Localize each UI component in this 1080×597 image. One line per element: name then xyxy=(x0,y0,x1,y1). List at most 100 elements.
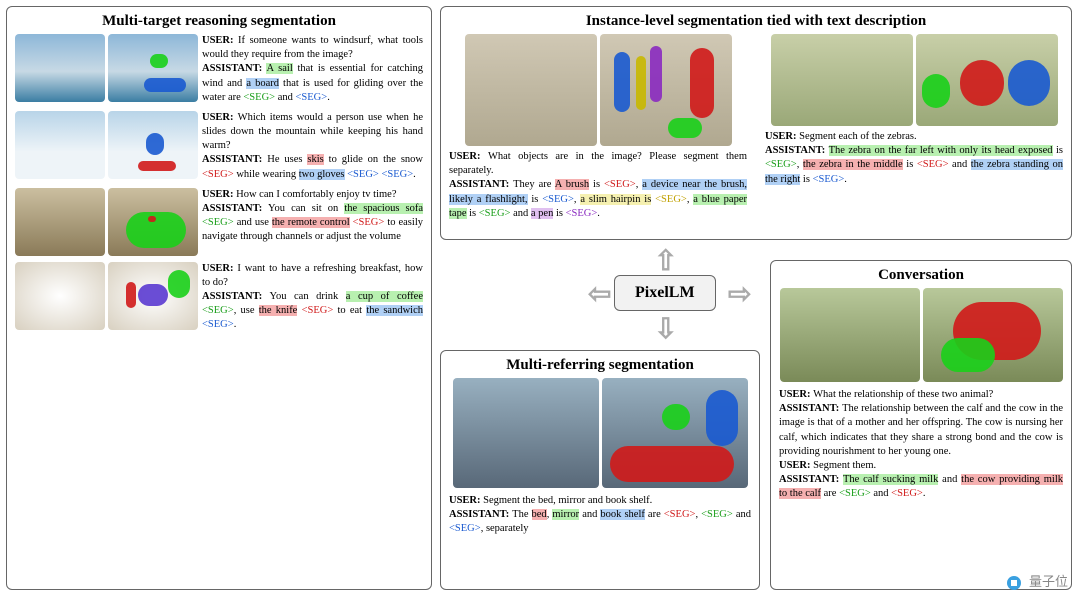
user-text: Segment the bed, mirror and book shelf. xyxy=(483,495,652,506)
highlight-span: a pen xyxy=(531,208,553,219)
dialog-text: USER: I want to have a refreshing breakf… xyxy=(202,262,423,333)
user-text: Segment them. xyxy=(813,460,876,471)
highlight-span: the remote control xyxy=(272,217,350,228)
highlight-span: a cup of coffee xyxy=(346,291,423,302)
dialog-text: USER: Segment each of the zebras. ASSISTA… xyxy=(765,130,1063,187)
text-span: You can sit on xyxy=(262,203,344,214)
image-pair xyxy=(765,34,1063,126)
seg-token: <SEG> xyxy=(296,92,328,103)
dialog-text: USER: What objects are in the image? Ple… xyxy=(449,150,747,221)
highlight-span: bed xyxy=(532,509,547,520)
image-pair xyxy=(449,34,747,146)
text-span: , xyxy=(797,159,803,170)
assistant-label: ASSISTANT: xyxy=(779,474,839,485)
highlight-span: the knife xyxy=(259,305,298,316)
user-label: USER: xyxy=(765,131,799,142)
highlight-span: skis xyxy=(307,154,323,165)
example-row: USER: How can I comfortably enjoy tv tim… xyxy=(15,188,423,256)
seg-token: <SEG> xyxy=(813,174,845,185)
image-pair xyxy=(779,288,1063,382)
seg-token: <SEG> xyxy=(347,169,379,180)
text-span: . xyxy=(327,92,330,103)
seg-token: <SEG> xyxy=(664,509,696,520)
seg-token: <SEG> xyxy=(381,169,413,180)
text-span: and xyxy=(275,92,295,103)
seg-token: <SEG> xyxy=(701,509,733,520)
seg-token: <SEG> xyxy=(202,217,234,228)
text-span: while wearing xyxy=(234,169,299,180)
text-span: are xyxy=(821,488,839,499)
example-image xyxy=(15,262,105,330)
panel-instance-level: Instance-level segmentation tied with te… xyxy=(440,6,1072,240)
dialog-text: USER: Segment the bed, mirror and book s… xyxy=(449,494,751,537)
text-span: and xyxy=(938,474,961,485)
text-span: is xyxy=(589,179,604,190)
image-pair xyxy=(449,378,751,488)
highlight-span: a slim hairpin is xyxy=(580,194,651,205)
example-group: USER: What objects are in the image? Ple… xyxy=(449,34,747,221)
example-image xyxy=(15,188,105,256)
text-span: is xyxy=(528,194,543,205)
seg-token: <SEG> xyxy=(202,319,234,330)
example-image xyxy=(15,111,105,179)
text-span: is xyxy=(467,208,479,219)
text-span: is xyxy=(903,159,917,170)
text-span: is xyxy=(1053,145,1063,156)
highlight-span: A sail xyxy=(266,63,292,74)
user-label: USER: xyxy=(202,112,238,123)
seg-token: <SEG> xyxy=(604,179,636,190)
example-image xyxy=(916,34,1058,126)
text-span: and xyxy=(949,159,971,170)
text-span: They are xyxy=(509,179,554,190)
seg-token: <SEG> xyxy=(765,159,797,170)
dialog-text: USER: If someone wants to windsurf, what… xyxy=(202,34,423,105)
user-text: What objects are in the image? Please se… xyxy=(449,151,747,176)
highlight-span: The zebra on the far left with only its … xyxy=(829,145,1053,156)
text-span: and xyxy=(733,509,751,520)
text-span: . xyxy=(597,208,600,219)
image-pair xyxy=(15,188,198,256)
user-label: USER: xyxy=(779,460,813,471)
highlight-span: the zebra in the middle xyxy=(803,159,903,170)
text-span: is xyxy=(553,208,565,219)
text-span: and xyxy=(579,509,600,520)
text-span: to glide on the snow xyxy=(324,154,423,165)
example-image xyxy=(108,262,198,330)
seg-token: <SEG> xyxy=(566,208,598,219)
panel-conversation: Conversation USER: What the relationship… xyxy=(770,260,1072,590)
text-span: . xyxy=(234,319,237,330)
text-span: . xyxy=(413,169,416,180)
text-span: The xyxy=(509,509,531,520)
panel-title: Conversation xyxy=(779,267,1063,284)
panel-title: Multi-referring segmentation xyxy=(449,357,751,374)
example-image xyxy=(15,34,105,102)
image-pair xyxy=(15,262,198,330)
text-span: . xyxy=(844,174,847,185)
example-row: USER: Which items would a person use whe… xyxy=(15,111,423,182)
user-label: USER: xyxy=(449,495,483,506)
text-span: . xyxy=(923,488,926,499)
text-span: , separately xyxy=(481,523,529,534)
assistant-label: ASSISTANT: xyxy=(449,509,509,520)
panel-title: Instance-level segmentation tied with te… xyxy=(449,13,1063,30)
example-row: USER: I want to have a refreshing breakf… xyxy=(15,262,423,333)
user-label: USER: xyxy=(779,389,813,400)
seg-token: <SEG> xyxy=(202,305,234,316)
seg-token: <SEG> xyxy=(243,92,275,103)
example-image xyxy=(453,378,599,488)
seg-token: <SEG> xyxy=(479,208,511,219)
image-pair xyxy=(15,34,198,102)
example-image xyxy=(108,188,198,256)
user-label: USER: xyxy=(449,151,488,162)
watermark-icon xyxy=(1006,575,1022,591)
panel-multi-target: Multi-target reasoning segmentation USER… xyxy=(6,6,432,590)
text-span: and use xyxy=(234,217,272,228)
seg-token: <SEG> xyxy=(302,305,334,316)
seg-token: <SEG> xyxy=(353,217,385,228)
user-text: Segment each of the zebras. xyxy=(799,131,917,142)
user-text: What the relationship of these two anima… xyxy=(813,389,993,400)
assistant-label: ASSISTANT: xyxy=(765,145,825,156)
image-pair xyxy=(15,111,198,179)
assistant-label: ASSISTANT: xyxy=(202,154,262,165)
text-span: and xyxy=(510,208,530,219)
